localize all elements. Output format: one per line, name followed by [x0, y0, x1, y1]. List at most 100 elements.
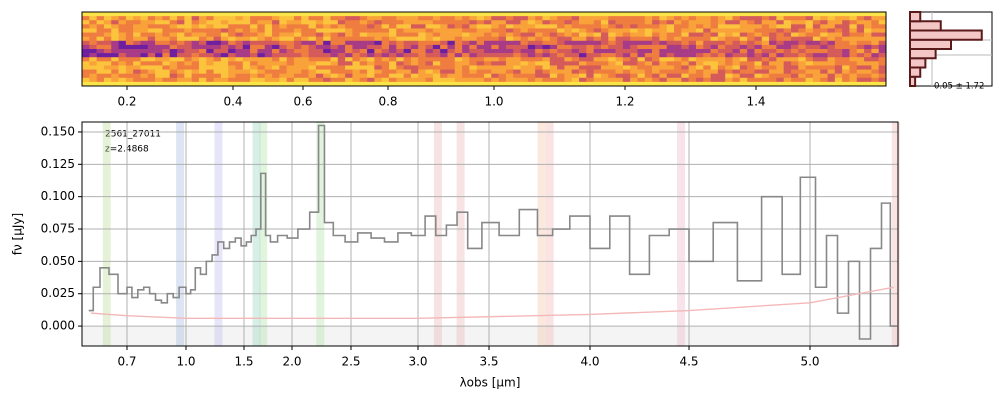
image-pixel — [600, 24, 609, 29]
image-pixel — [315, 28, 324, 33]
image-pixel — [871, 28, 879, 33]
image-pixel — [330, 44, 339, 50]
image-pixel — [761, 61, 770, 66]
image-pixel — [432, 61, 441, 66]
image-pixel — [834, 57, 843, 62]
image-pixel — [579, 20, 587, 25]
image-pixel — [856, 36, 865, 42]
image-pixel — [798, 36, 806, 42]
image-pixel — [739, 16, 748, 21]
image-pixel — [871, 20, 879, 25]
image-pixel — [652, 20, 660, 25]
image-pixel — [315, 65, 324, 70]
image-pixel — [462, 69, 470, 74]
image-pixel — [235, 73, 244, 79]
image-pixel — [783, 32, 792, 37]
image-pixel — [820, 73, 828, 79]
image-pixel — [542, 24, 551, 29]
image-pixel — [484, 69, 492, 74]
image-pixel — [381, 65, 390, 70]
image-pixel — [579, 61, 587, 66]
image-pixel — [425, 16, 434, 21]
image-pixel — [462, 61, 470, 66]
image-pixel — [754, 81, 763, 87]
image-pixel — [359, 81, 368, 87]
image-pixel — [184, 73, 192, 79]
image-pixel — [111, 12, 119, 17]
image-pixel — [593, 73, 602, 79]
image-pixel — [652, 24, 660, 29]
image-pixel — [374, 32, 382, 37]
image-pixel — [688, 32, 697, 37]
image-pixel — [571, 40, 580, 46]
image-pixel — [323, 65, 331, 70]
image-pixel — [827, 44, 836, 50]
image-pixel — [776, 49, 784, 54]
image-pixel — [652, 73, 660, 79]
image-pixel — [476, 32, 485, 37]
image-pixel — [118, 44, 127, 50]
image-pixel — [447, 44, 456, 50]
image-pixel — [469, 20, 477, 25]
image-pixel — [725, 69, 733, 74]
image-pixel — [140, 73, 149, 79]
image-pixel — [593, 20, 602, 25]
image-pixel — [367, 65, 375, 70]
image-pixel — [257, 40, 266, 46]
image-pixel — [878, 65, 887, 70]
image-pixel — [367, 40, 375, 46]
image-pixel — [454, 53, 463, 58]
image-pixel — [432, 12, 441, 17]
image-pixel — [177, 61, 185, 66]
image-pixel — [805, 28, 814, 33]
image-pixel — [739, 49, 748, 54]
image-pixel — [96, 36, 105, 42]
image-pixel — [776, 57, 784, 62]
image-pixel — [710, 40, 719, 46]
image-pixel — [783, 49, 792, 54]
image-pixel — [666, 40, 675, 46]
image-pixel — [374, 81, 382, 87]
image-pixel — [834, 61, 843, 66]
image-pixel — [96, 69, 105, 74]
image-pixel — [96, 77, 105, 83]
image-pixel — [476, 20, 485, 25]
image-pixel — [776, 16, 784, 21]
image-pixel — [250, 20, 258, 25]
image-pixel — [89, 53, 97, 58]
image-pixel — [674, 44, 682, 50]
image-pixel — [125, 77, 134, 83]
image-pixel — [125, 61, 134, 66]
image-pixel — [681, 44, 689, 50]
image-pixel — [293, 32, 302, 37]
image-pixel — [615, 49, 624, 54]
image-pixel — [235, 61, 244, 66]
image-pixel — [432, 69, 441, 74]
image-pixel — [739, 40, 748, 46]
image-pixel — [96, 32, 105, 37]
image-pixel — [681, 73, 689, 79]
image-pixel — [864, 12, 872, 17]
image-pixel — [637, 40, 646, 46]
image-pixel — [293, 40, 302, 46]
image-pixel — [812, 53, 821, 58]
image-pixel — [542, 73, 551, 79]
image-pixel — [564, 69, 573, 74]
image-pixel — [739, 73, 748, 79]
image-pixel — [162, 81, 171, 87]
image-pixel — [695, 61, 704, 66]
image-pixel — [659, 36, 668, 42]
image-pixel — [162, 24, 171, 29]
image-pixel — [374, 16, 382, 21]
image-pixel — [871, 73, 879, 79]
image-pixel — [600, 32, 609, 37]
image-pixel — [805, 32, 814, 37]
image-pixel — [754, 32, 763, 37]
image-pixel — [323, 77, 331, 83]
image-pixel — [703, 36, 711, 42]
image-pixel — [586, 20, 594, 25]
image-pixel — [352, 73, 361, 79]
image-pixel — [410, 40, 419, 46]
image-pixel — [345, 28, 353, 33]
image-pixel — [615, 77, 624, 83]
